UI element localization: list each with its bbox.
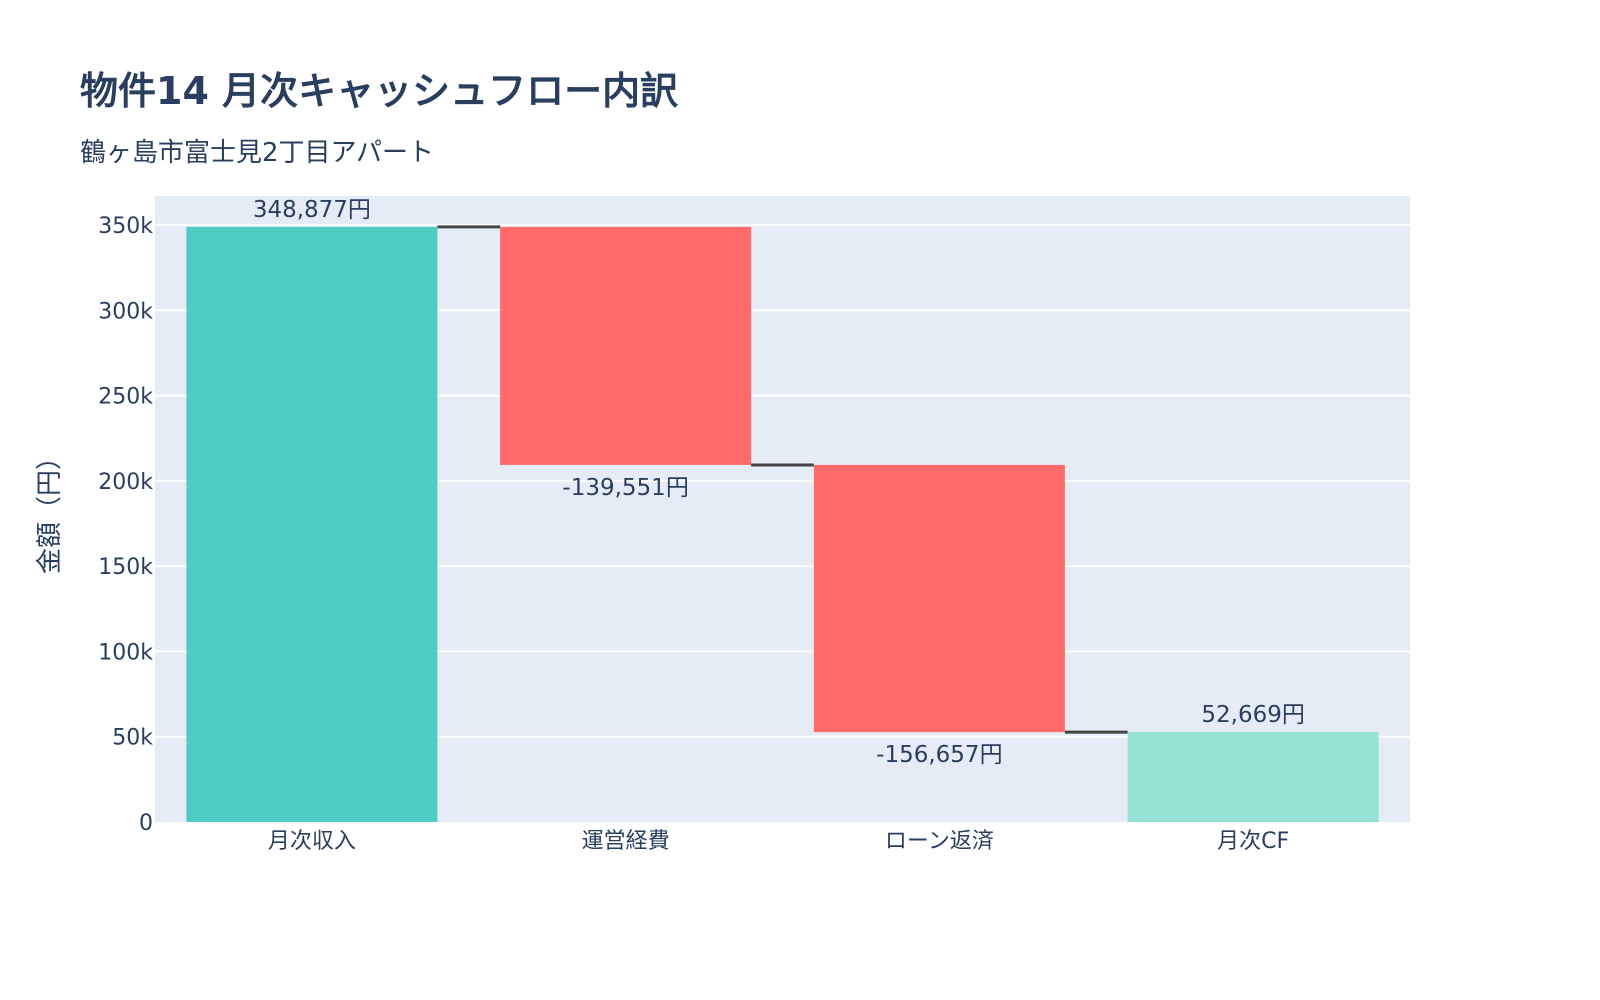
bar-月次収入 bbox=[186, 226, 438, 823]
x-tick-label: 運営経費 bbox=[582, 829, 670, 854]
bar-運営経費 bbox=[500, 226, 752, 465]
y-tick-label: 150k bbox=[98, 555, 153, 580]
y-tick-label: 100k bbox=[98, 640, 153, 665]
y-tick-label: 0 bbox=[139, 811, 153, 836]
y-tick-label: 50k bbox=[112, 726, 153, 751]
x-tick-label: 月次CF bbox=[1217, 829, 1289, 854]
y-tick-label: 300k bbox=[98, 299, 153, 324]
x-tick-label: ローン返済 bbox=[885, 829, 994, 854]
chart-title: 物件14 月次キャッシュフロー内訳 bbox=[80, 69, 679, 113]
data-label: 52,669円 bbox=[1201, 702, 1304, 728]
data-label: 348,877円 bbox=[253, 197, 371, 223]
data-label: -139,551円 bbox=[562, 475, 688, 501]
y-tick-label: 250k bbox=[98, 385, 153, 410]
y-tick-label: 200k bbox=[98, 470, 153, 495]
x-tick-label: 月次収入 bbox=[268, 829, 356, 854]
y-tick-label: 350k bbox=[98, 214, 153, 239]
bar-ローン返済 bbox=[813, 464, 1065, 733]
chart-subtitle: 鶴ヶ島市富士見2丁目アパート bbox=[80, 138, 435, 168]
data-label: -156,657円 bbox=[876, 742, 1002, 768]
y-axis-title: 金額（円） bbox=[35, 444, 65, 574]
bar-月次CF bbox=[1127, 732, 1379, 822]
